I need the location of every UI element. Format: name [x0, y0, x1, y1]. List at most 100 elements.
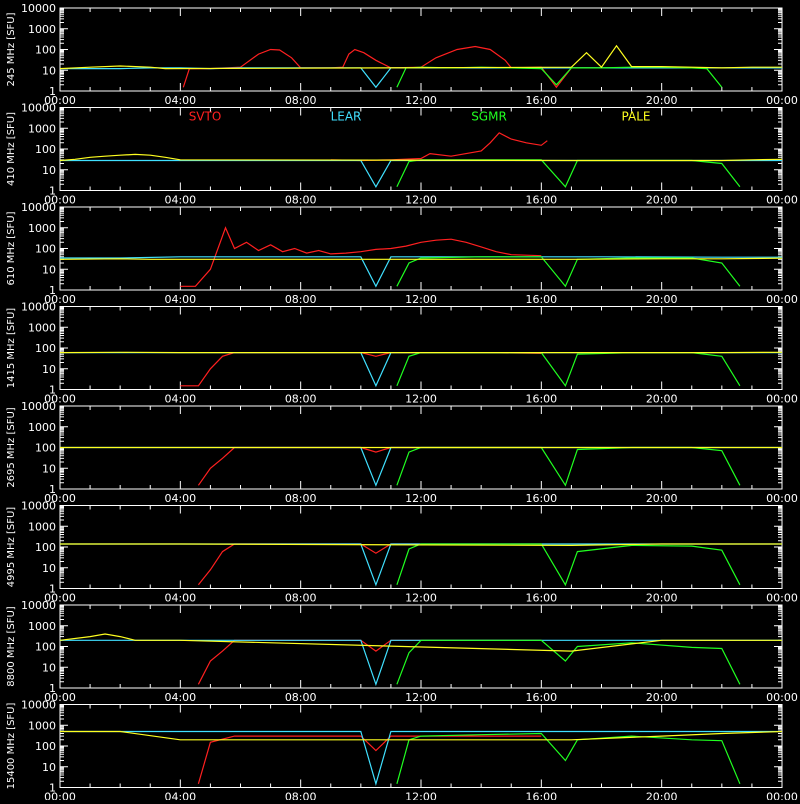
- x-tick-label: 16:00: [525, 592, 557, 605]
- x-tick-label: 16:00: [525, 194, 557, 207]
- y-tick-label: 100: [35, 243, 56, 256]
- y-axis-label: 8800 MHz [SFU]: [6, 606, 17, 687]
- x-tick-label: 08:00: [285, 393, 317, 406]
- x-tick-label: 20:00: [646, 592, 678, 605]
- legend-lear: LEAR: [331, 110, 362, 124]
- x-tick-label: 20:00: [646, 293, 678, 306]
- x-tick-label: 04:00: [164, 791, 196, 801]
- y-tick-label: 100: [35, 44, 56, 57]
- x-tick-label: 08:00: [285, 791, 317, 801]
- y-tick-label: 100: [35, 143, 56, 156]
- x-tick-label: 16:00: [525, 691, 557, 704]
- y-tick-label: 1000: [28, 321, 56, 334]
- y-tick-label: 10000: [21, 301, 56, 314]
- x-tick-label: 08:00: [285, 492, 317, 505]
- y-tick-label: 100: [35, 740, 56, 753]
- series-sgmr: [397, 353, 740, 386]
- y-axis-label: 410 MHz [SFU]: [6, 112, 17, 186]
- legend-pale: PALE: [622, 110, 651, 124]
- x-tick-label: 12:00: [405, 293, 437, 306]
- x-tick-label: 12:00: [405, 194, 437, 207]
- x-tick-label: 00:00: [766, 94, 798, 107]
- series-svto: [198, 448, 541, 486]
- x-tick-label: 08:00: [285, 592, 317, 605]
- x-tick-label: 04:00: [164, 293, 196, 306]
- series-lear: [60, 448, 782, 486]
- x-tick-label: 00:00: [766, 592, 798, 605]
- series-svto: [198, 544, 541, 585]
- x-tick-label: 00:00: [766, 492, 798, 505]
- x-tick-label: 00:00: [766, 691, 798, 704]
- x-tick-label: 00:00: [44, 791, 76, 801]
- x-tick-label: 20:00: [646, 791, 678, 801]
- panel-frame: [60, 307, 782, 390]
- y-tick-label: 10: [42, 562, 56, 575]
- legend-svto: SVTO: [189, 110, 222, 124]
- x-tick-label: 08:00: [285, 194, 317, 207]
- y-tick-label: 10: [42, 661, 56, 674]
- series-sgmr: [397, 640, 740, 684]
- x-tick-label: 20:00: [646, 691, 678, 704]
- y-tick-label: 1000: [28, 620, 56, 633]
- series-sgmr: [397, 257, 740, 287]
- x-tick-label: 04:00: [164, 592, 196, 605]
- y-tick-label: 1000: [28, 719, 56, 732]
- y-tick-label: 10: [42, 462, 56, 475]
- y-axis-label: 15400 MHz [SFU]: [6, 703, 17, 790]
- series-sgmr: [397, 544, 740, 585]
- x-tick-label: 12:00: [405, 393, 437, 406]
- x-tick-label: 12:00: [405, 592, 437, 605]
- x-tick-label: 16:00: [525, 94, 557, 107]
- series-svto: [180, 353, 541, 386]
- x-tick-label: 16:00: [525, 393, 557, 406]
- x-tick-label: 20:00: [646, 393, 678, 406]
- x-tick-label: 20:00: [646, 194, 678, 207]
- x-tick-label: 12:00: [405, 492, 437, 505]
- series-pale: [60, 634, 782, 651]
- y-tick-label: 100: [35, 442, 56, 455]
- y-tick-label: 10000: [21, 201, 56, 214]
- panel-frame: [60, 8, 782, 91]
- series-sgmr: [397, 448, 740, 486]
- series-sgmr: [397, 734, 740, 784]
- y-tick-label: 1000: [28, 222, 56, 235]
- y-tick-label: 1000: [28, 122, 56, 135]
- x-tick-label: 12:00: [405, 791, 437, 801]
- x-tick-label: 12:00: [405, 691, 437, 704]
- y-tick-label: 10000: [21, 400, 56, 413]
- series-lear: [60, 544, 782, 585]
- y-tick-label: 100: [35, 641, 56, 654]
- y-tick-label: 10: [42, 64, 56, 77]
- y-tick-label: 100: [35, 342, 56, 355]
- x-tick-label: 16:00: [525, 293, 557, 306]
- y-tick-label: 1000: [28, 520, 56, 533]
- y-tick-label: 10: [42, 363, 56, 376]
- panel-frame: [60, 705, 782, 788]
- y-axis-label: 4995 MHz [SFU]: [6, 507, 17, 588]
- series-svto: [198, 640, 541, 684]
- y-axis-label: 2695 MHz [SFU]: [6, 407, 17, 488]
- series-svto: [331, 133, 548, 161]
- x-tick-label: 04:00: [164, 691, 196, 704]
- y-tick-label: 1000: [28, 421, 56, 434]
- y-tick-label: 10: [42, 164, 56, 177]
- x-tick-label: 04:00: [164, 492, 196, 505]
- x-tick-label: 20:00: [646, 492, 678, 505]
- panel-frame: [60, 207, 782, 290]
- panel-frame: [60, 506, 782, 589]
- x-tick-label: 16:00: [525, 492, 557, 505]
- x-tick-label: 00:00: [766, 791, 798, 801]
- y-axis-label: 1415 MHz [SFU]: [6, 308, 17, 389]
- x-tick-label: 00:00: [766, 293, 798, 306]
- y-tick-label: 10000: [21, 699, 56, 712]
- y-tick-label: 1000: [28, 23, 56, 36]
